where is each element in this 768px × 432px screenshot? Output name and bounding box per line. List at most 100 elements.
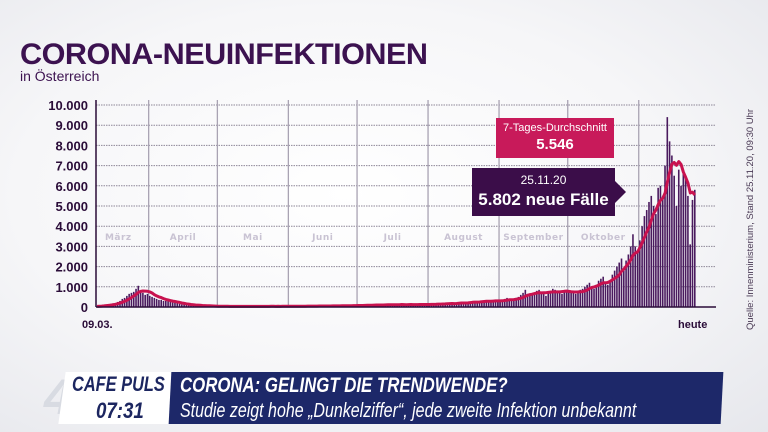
daily-bar (515, 297, 517, 307)
daily-bar (556, 291, 559, 307)
daily-bar (581, 288, 584, 307)
daily-bar (597, 280, 600, 307)
daily-bar (609, 280, 611, 307)
daily-bar (171, 302, 174, 307)
daily-bar (130, 292, 133, 307)
daily-bar (453, 303, 456, 307)
daily-bar (673, 175, 675, 307)
daily-bar (148, 295, 151, 307)
daily-bar (666, 117, 669, 308)
daily-bar (604, 282, 607, 307)
daily-bar (485, 300, 488, 307)
chart-subtitle: in Österreich (20, 68, 100, 84)
daily-bar (549, 290, 552, 307)
daily-bar (501, 299, 504, 307)
y-tick-label: 9.000 (55, 118, 88, 133)
y-tick-label: 1.000 (55, 280, 88, 295)
daily-bar (558, 292, 561, 307)
x-start-label: 09.03. (82, 319, 113, 331)
daily-bar (187, 304, 190, 307)
daily-bar (629, 246, 632, 307)
daily-bar (506, 297, 508, 307)
month-label: September (503, 233, 563, 243)
daily-bar (146, 293, 149, 307)
daily-bar (632, 234, 634, 307)
daily-bar (151, 296, 153, 307)
daily-bar (510, 299, 513, 307)
daily-bar (487, 300, 490, 307)
daily-bar (137, 285, 140, 307)
avg-callout: 7-Tages-Durchschnitt 5.546 (496, 118, 614, 158)
daily-bar (565, 289, 568, 307)
daily-bar (508, 298, 511, 307)
daily-bar (464, 303, 467, 307)
daily-bar (693, 189, 696, 307)
daily-bar (661, 195, 664, 307)
daily-bar (476, 301, 479, 307)
daily-bar (574, 293, 577, 307)
daily-bar (533, 292, 536, 307)
daily-bar (639, 240, 641, 307)
daily-bar (645, 210, 648, 307)
daily-bar (481, 301, 483, 307)
daily-bar (657, 187, 659, 307)
daily-bar (526, 293, 529, 307)
y-tick-label: 5.000 (55, 199, 88, 214)
daily-bar (577, 292, 579, 307)
daily-bar (169, 301, 172, 307)
daily-bar (158, 299, 160, 307)
cases-callout: 25.11.20 5.802 neue Fälle (472, 168, 626, 216)
show-name: CAFE PULS (72, 373, 165, 396)
daily-bar (462, 302, 465, 307)
daily-bar (469, 301, 472, 307)
daily-bar (595, 284, 598, 307)
daily-bar (568, 290, 570, 307)
daily-bar (600, 278, 602, 307)
daily-bar (174, 302, 176, 307)
daily-bar (142, 292, 144, 307)
ticker-subline: Studie zeigt hohe „Dunkelziffer“, jede z… (180, 400, 637, 422)
daily-bar (522, 292, 524, 307)
x-end-label: heute (678, 319, 707, 331)
daily-bar (561, 293, 563, 307)
daily-bar (542, 292, 545, 307)
daily-bar (183, 304, 185, 307)
daily-bar (636, 250, 639, 307)
daily-bar (687, 195, 689, 307)
daily-bar (499, 300, 501, 307)
daily-bar (689, 244, 691, 307)
daily-bar (643, 216, 646, 307)
daily-bar (529, 295, 531, 307)
daily-bar (524, 289, 527, 307)
daily-bar (190, 305, 192, 307)
daily-bar (590, 286, 593, 307)
daily-bar (135, 288, 137, 307)
daily-bar (611, 274, 614, 307)
daily-bar (497, 301, 499, 307)
daily-bar (153, 297, 156, 307)
daily-bar (675, 206, 678, 307)
daily-bar (570, 291, 572, 307)
y-tick-label: 10.000 (48, 98, 88, 113)
daily-bar (593, 288, 595, 307)
daily-bar (659, 185, 662, 307)
daily-bar (162, 300, 165, 307)
daily-bar (613, 270, 616, 307)
daily-bar (616, 266, 618, 307)
daily-bar (648, 201, 650, 307)
month-label: Mai (243, 233, 263, 243)
daily-bar (474, 301, 476, 307)
month-label: Oktober (581, 233, 626, 243)
daily-bar (471, 300, 474, 307)
month-label: Juni (311, 233, 333, 243)
daily-bar (517, 296, 520, 307)
daily-bar (181, 304, 183, 307)
daily-bar (519, 294, 522, 307)
month-label: März (105, 233, 132, 243)
source-note: Quelle: Innenministerium, Stand 25.11.20… (745, 108, 756, 330)
daily-bar (563, 290, 566, 307)
daily-bar (618, 262, 621, 307)
daily-bar (588, 282, 591, 307)
daily-bar (682, 171, 685, 307)
clock: 07:31 (96, 398, 144, 423)
